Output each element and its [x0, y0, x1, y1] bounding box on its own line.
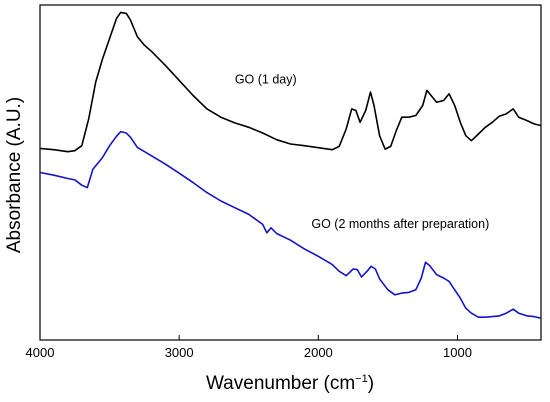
x-tick-label-3000: 3000 [165, 345, 194, 360]
series-label-2: GO (2 months after preparation) [311, 217, 489, 231]
plot-frame [39, 4, 542, 341]
x-axis-label: Wavenumber (cm−1) [206, 373, 374, 394]
series-line-2 [39, 130, 542, 319]
x-axis-label-sup: −1 [355, 373, 368, 385]
x-tick-label-2000: 2000 [304, 345, 333, 360]
series-line-1 [39, 11, 542, 153]
y-axis-label: Absorbance (A.U.) [4, 97, 25, 253]
x-axis-label-tail: ) [368, 373, 374, 394]
x-axis-label-main: Wavenumber (cm [206, 373, 355, 394]
series-label-1: GO (1 day) [235, 73, 297, 87]
x-tick-label-4000: 4000 [26, 345, 55, 360]
x-tick-label-1000: 1000 [443, 345, 472, 360]
